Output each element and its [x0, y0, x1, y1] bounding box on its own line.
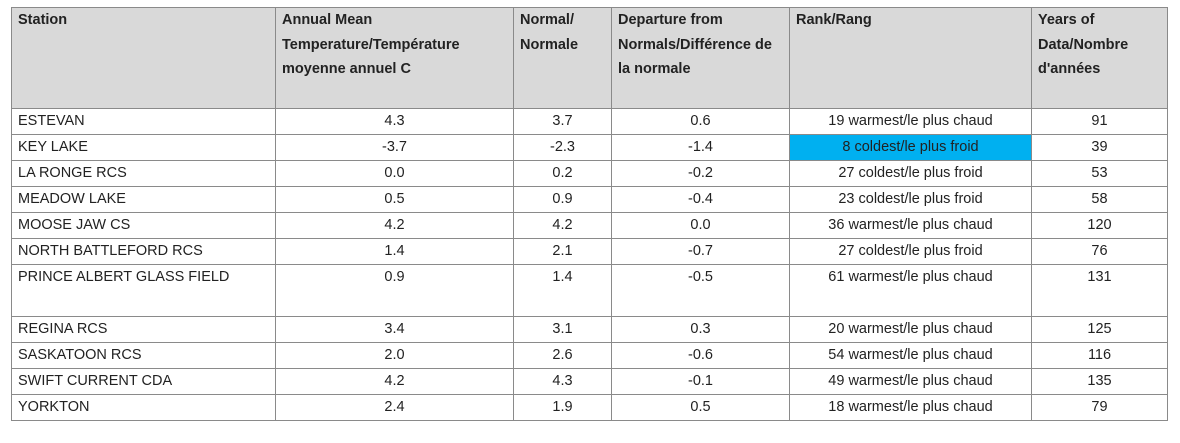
normal-cell: 0.9: [513, 186, 612, 213]
years-cell: 125: [1031, 316, 1168, 343]
climate-summary-table-container: Station Annual Mean Temperature/Températ…: [11, 7, 1168, 421]
table-row: YORKTON 2.4 1.9 0.5 18 warmest/le plus c…: [11, 394, 1168, 421]
station-cell: MEADOW LAKE: [11, 186, 276, 213]
annual-mean-cell: 4.2: [275, 368, 514, 395]
years-cell: 131: [1031, 264, 1168, 317]
rank-cell: 19 warmest/le plus chaud: [789, 108, 1032, 135]
station-cell: KEY LAKE: [11, 134, 276, 161]
rank-cell: 61 warmest/le plus chaud: [789, 264, 1032, 317]
normal-cell: 4.2: [513, 212, 612, 239]
years-cell: 135: [1031, 368, 1168, 395]
station-cell: SWIFT CURRENT CDA: [11, 368, 276, 395]
station-cell: REGINA RCS: [11, 316, 276, 343]
normal-cell: 1.4: [513, 264, 612, 317]
annual-mean-cell: -3.7: [275, 134, 514, 161]
years-cell: 79: [1031, 394, 1168, 421]
departure-cell: -0.2: [611, 160, 790, 187]
rank-cell: 18 warmest/le plus chaud: [789, 394, 1032, 421]
station-cell: LA RONGE RCS: [11, 160, 276, 187]
normal-cell: 3.1: [513, 316, 612, 343]
normal-cell: 3.7: [513, 108, 612, 135]
header-station: Station: [11, 7, 276, 109]
years-cell: 120: [1031, 212, 1168, 239]
annual-mean-cell: 2.0: [275, 342, 514, 369]
annual-mean-cell: 0.0: [275, 160, 514, 187]
years-cell: 58: [1031, 186, 1168, 213]
normal-cell: 1.9: [513, 394, 612, 421]
normal-cell: 2.1: [513, 238, 612, 265]
table-header-row: Station Annual Mean Temperature/Températ…: [11, 7, 1168, 109]
years-cell: 76: [1031, 238, 1168, 265]
climate-summary-table: Station Annual Mean Temperature/Températ…: [11, 7, 1168, 421]
years-cell: 53: [1031, 160, 1168, 187]
years-cell: 116: [1031, 342, 1168, 369]
header-years-of-data: Years of Data/Nombre d'années: [1031, 7, 1168, 109]
header-departure-from-normals: Departure from Normals/Différence de la …: [611, 7, 790, 109]
departure-cell: 0.3: [611, 316, 790, 343]
table-row: MOOSE JAW CS 4.2 4.2 0.0 36 warmest/le p…: [11, 212, 1168, 239]
years-cell: 39: [1031, 134, 1168, 161]
annual-mean-cell: 0.9: [275, 264, 514, 317]
departure-cell: 0.5: [611, 394, 790, 421]
rank-cell: 54 warmest/le plus chaud: [789, 342, 1032, 369]
departure-cell: -0.4: [611, 186, 790, 213]
table-row: SASKATOON RCS 2.0 2.6 -0.6 54 warmest/le…: [11, 342, 1168, 369]
table-row: PRINCE ALBERT GLASS FIELD 0.9 1.4 -0.5 6…: [11, 264, 1168, 317]
departure-cell: 0.0: [611, 212, 790, 239]
header-normal: Normal/ Normale: [513, 7, 612, 109]
table-row: KEY LAKE -3.7 -2.3 -1.4 8 coldest/le plu…: [11, 134, 1168, 161]
departure-cell: -0.5: [611, 264, 790, 317]
annual-mean-cell: 2.4: [275, 394, 514, 421]
rank-cell: 27 coldest/le plus froid: [789, 160, 1032, 187]
table-row: REGINA RCS 3.4 3.1 0.3 20 warmest/le plu…: [11, 316, 1168, 343]
normal-cell: 2.6: [513, 342, 612, 369]
station-cell: YORKTON: [11, 394, 276, 421]
station-cell: SASKATOON RCS: [11, 342, 276, 369]
table-row: LA RONGE RCS 0.0 0.2 -0.2 27 coldest/le …: [11, 160, 1168, 187]
departure-cell: 0.6: [611, 108, 790, 135]
table-row: MEADOW LAKE 0.5 0.9 -0.4 23 coldest/le p…: [11, 186, 1168, 213]
rank-cell: 23 coldest/le plus froid: [789, 186, 1032, 213]
station-cell: NORTH BATTLEFORD RCS: [11, 238, 276, 265]
table-row: NORTH BATTLEFORD RCS 1.4 2.1 -0.7 27 col…: [11, 238, 1168, 265]
departure-cell: -0.7: [611, 238, 790, 265]
departure-cell: -1.4: [611, 134, 790, 161]
departure-cell: -0.6: [611, 342, 790, 369]
annual-mean-cell: 4.3: [275, 108, 514, 135]
station-cell: MOOSE JAW CS: [11, 212, 276, 239]
normal-cell: 4.3: [513, 368, 612, 395]
station-cell: PRINCE ALBERT GLASS FIELD: [11, 264, 276, 317]
annual-mean-cell: 0.5: [275, 186, 514, 213]
rank-cell: 27 coldest/le plus froid: [789, 238, 1032, 265]
normal-cell: 0.2: [513, 160, 612, 187]
rank-cell: 36 warmest/le plus chaud: [789, 212, 1032, 239]
normal-cell: -2.3: [513, 134, 612, 161]
table-row: SWIFT CURRENT CDA 4.2 4.3 -0.1 49 warmes…: [11, 368, 1168, 395]
station-cell: ESTEVAN: [11, 108, 276, 135]
rank-cell: 20 warmest/le plus chaud: [789, 316, 1032, 343]
header-annual-mean-temperature: Annual Mean Temperature/Température moye…: [275, 7, 514, 109]
years-cell: 91: [1031, 108, 1168, 135]
departure-cell: -0.1: [611, 368, 790, 395]
annual-mean-cell: 1.4: [275, 238, 514, 265]
rank-cell-highlighted: 8 coldest/le plus froid: [789, 134, 1032, 161]
table-row: ESTEVAN 4.3 3.7 0.6 19 warmest/le plus c…: [11, 108, 1168, 135]
annual-mean-cell: 4.2: [275, 212, 514, 239]
annual-mean-cell: 3.4: [275, 316, 514, 343]
header-rank: Rank/Rang: [789, 7, 1032, 109]
rank-cell: 49 warmest/le plus chaud: [789, 368, 1032, 395]
